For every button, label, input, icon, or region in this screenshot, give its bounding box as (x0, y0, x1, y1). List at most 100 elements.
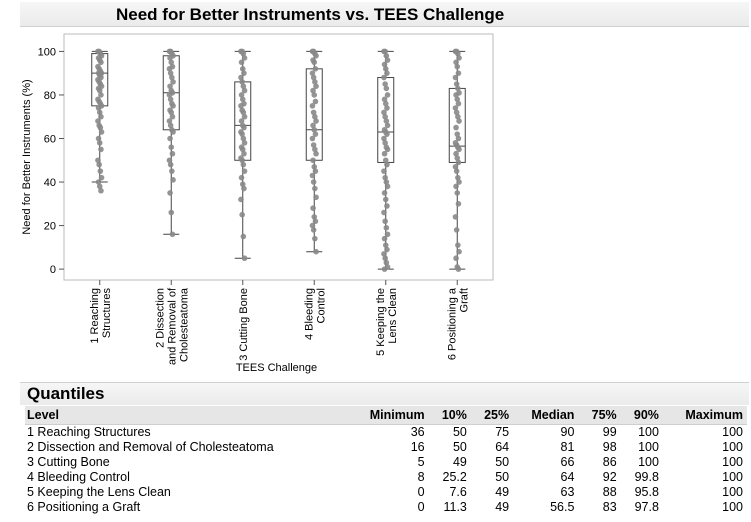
quantiles-header[interactable]: Quantiles (20, 382, 749, 405)
data-point (456, 248, 462, 255)
data-point (309, 172, 316, 179)
data-point (312, 168, 319, 174)
data-point (453, 227, 460, 233)
data-point (312, 146, 318, 153)
x-tick-label: Graft (458, 288, 470, 312)
value-cell: 0 (417, 485, 425, 499)
value-cell: 0 (417, 500, 425, 514)
value-cell: 100 (722, 485, 743, 499)
data-point (313, 248, 319, 255)
data-point (241, 124, 247, 131)
data-point (454, 190, 461, 196)
value-cell: 97.8 (634, 500, 659, 514)
data-point (170, 129, 176, 135)
y-tick-label: 0 (50, 264, 56, 276)
data-point (383, 259, 390, 266)
data-point (382, 140, 388, 146)
chart-title: Need for Better Instruments vs. TEES Cha… (116, 5, 505, 24)
data-point (384, 70, 390, 76)
data-point (309, 135, 316, 142)
y-tick-label: 100 (38, 46, 56, 58)
data-point (98, 92, 104, 98)
data-point (167, 135, 173, 142)
data-point (383, 224, 390, 231)
x-tick-label: 4 Bleeding (303, 288, 315, 340)
data-point (168, 209, 175, 216)
data-point (455, 174, 461, 181)
data-point (455, 201, 462, 207)
data-point (169, 150, 176, 157)
data-point (96, 183, 103, 190)
value-cell: 99.8 (634, 470, 659, 484)
data-point (170, 79, 176, 85)
data-point (384, 122, 391, 129)
data-point (241, 255, 248, 262)
data-point (311, 126, 318, 133)
data-point (454, 131, 461, 137)
data-point (168, 144, 175, 151)
value-cell: 7.6 (449, 485, 467, 499)
data-point (311, 214, 318, 220)
value-cell: 100 (722, 500, 743, 514)
data-point (169, 113, 176, 120)
table-row: 6 Positioning a Graft 0 11.3 49 56.5 83 97.8 10… (25, 500, 747, 515)
value-cell: 50 (452, 425, 467, 439)
data-point (241, 168, 248, 174)
data-point (383, 85, 390, 92)
x-tick-label: 3 Cutting Bone (238, 288, 250, 361)
column-header: Maximum (662, 406, 747, 425)
data-point (238, 92, 245, 98)
value-cell: 63 (560, 485, 575, 499)
data-point (166, 92, 173, 98)
data-point (239, 146, 246, 153)
data-point (382, 113, 388, 120)
data-point (384, 183, 391, 190)
data-point (95, 118, 101, 124)
data-point (241, 70, 247, 76)
data-point (453, 81, 460, 87)
data-point (96, 87, 103, 94)
data-point (456, 146, 462, 153)
data-point (241, 150, 247, 157)
value-cell: 56.5 (550, 500, 575, 514)
data-point (238, 196, 244, 203)
value-cell: 16 (410, 440, 425, 454)
data-point (167, 190, 173, 196)
data-point (310, 227, 317, 233)
column-header: 75% (578, 406, 621, 425)
data-point (453, 183, 459, 190)
value-cell: 75 (495, 425, 510, 439)
value-cell: 49 (452, 455, 467, 469)
data-point (383, 118, 390, 124)
data-point (382, 255, 388, 262)
data-point (169, 168, 175, 174)
data-point (98, 187, 104, 194)
value-cell: 92 (602, 470, 617, 484)
data-point (95, 157, 101, 164)
value-cell: 64 (495, 440, 510, 454)
quantiles-title: Quantiles (27, 384, 105, 403)
value-cell: 5 (417, 455, 425, 469)
data-point (381, 209, 387, 216)
value-cell: 100 (722, 440, 743, 454)
data-point (166, 66, 173, 72)
data-point (382, 48, 388, 55)
data-point (310, 74, 317, 81)
data-point (239, 211, 245, 218)
value-cell: 49 (495, 500, 510, 514)
table-row: 1 Reaching Structures 36 50 75 90 99 100 100 (25, 425, 747, 441)
y-tick-label: 40 (44, 177, 56, 189)
data-point (238, 118, 245, 124)
data-point (310, 179, 317, 185)
data-point (310, 142, 317, 148)
data-point (453, 150, 459, 157)
data-point (310, 205, 316, 211)
data-point (309, 103, 316, 109)
level-cell: 4 Bleeding Control (27, 470, 130, 484)
data-point (310, 109, 317, 116)
data-point (240, 109, 247, 116)
data-point (453, 168, 460, 174)
data-point (384, 92, 391, 98)
data-point (456, 55, 462, 61)
x-tick-label: 5 Keeping the (375, 288, 387, 356)
